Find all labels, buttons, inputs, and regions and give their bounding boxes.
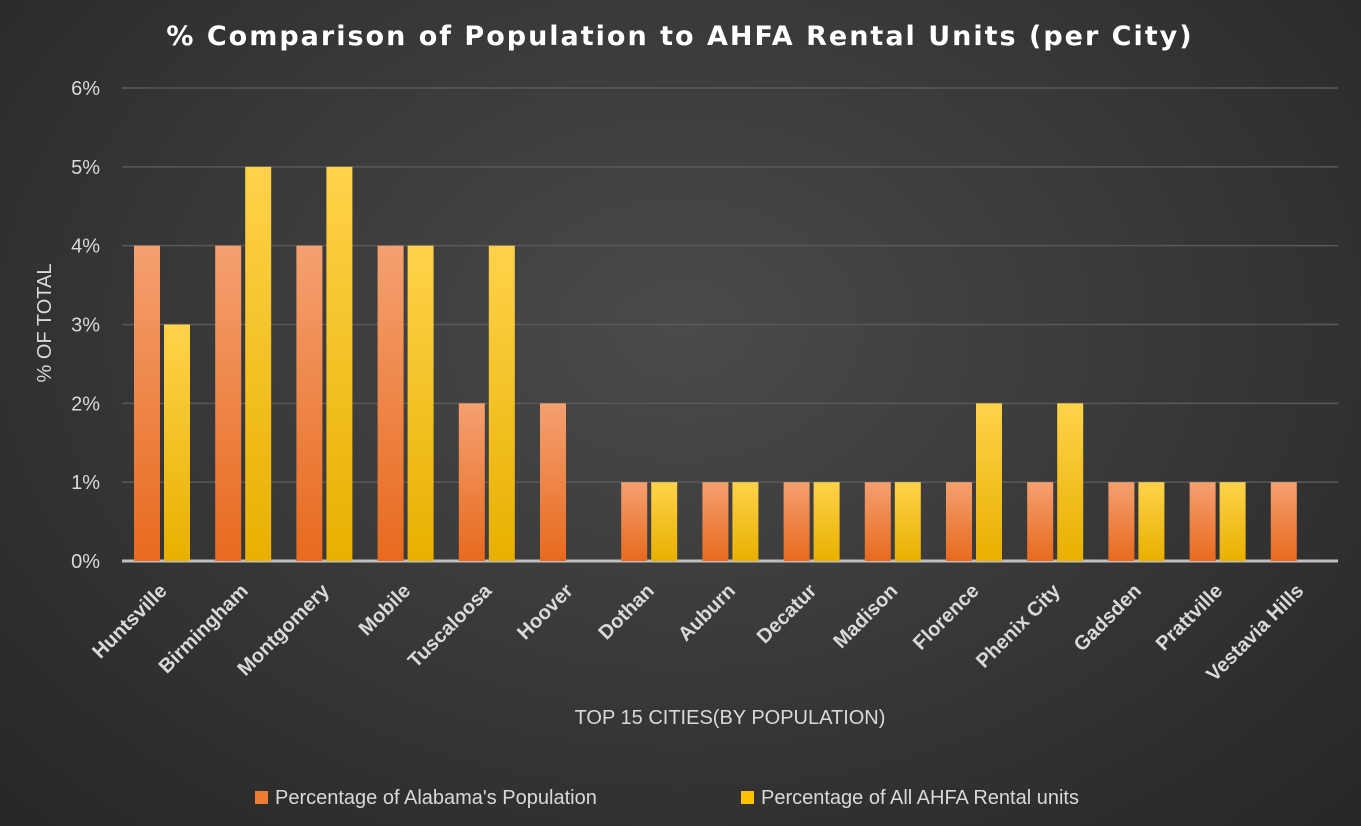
bar-population-tuscaloosa: [458, 403, 485, 561]
bar-rental-units-montgomery: [326, 166, 353, 562]
gridlines: [122, 87, 1338, 563]
x-tick-label: Tuscaloosa: [404, 579, 497, 672]
y-tick-label: 0%: [71, 551, 100, 573]
y-axis-label: % OF TOTAL: [34, 264, 56, 383]
y-tick-label: 3%: [71, 315, 100, 337]
bar-population-hoover: [540, 403, 566, 561]
bar-rental-units-decatur: [813, 482, 840, 561]
x-tick-label: Auburn: [674, 580, 740, 646]
bar-rental-units-auburn: [732, 482, 759, 561]
bar-population-huntsville: [134, 245, 160, 561]
x-tick-label: Madison: [829, 580, 902, 653]
legend-swatch: [741, 791, 754, 804]
bar-rental-units-huntsville: [164, 324, 190, 561]
legend: Percentage of Alabama's Population Percen…: [255, 787, 1079, 809]
bar-population-birmingham: [215, 245, 242, 561]
bar-rental-units-florence: [976, 403, 1002, 561]
x-tick-label: Prattville: [1152, 580, 1227, 655]
y-tick-label: 6%: [71, 78, 100, 100]
x-tick-label: Huntsville: [88, 580, 171, 663]
y-tick-label: 4%: [71, 236, 100, 258]
bar-rental-units-tuscaloosa: [488, 245, 515, 561]
bar-population-mobile: [377, 245, 404, 561]
x-tick-label: Dothan: [594, 580, 658, 644]
bar-rental-units-gadsden: [1138, 482, 1165, 561]
x-tick-label: Phenix City: [972, 579, 1065, 672]
bar-population-dothan: [621, 482, 648, 561]
bar-population-montgomery: [296, 245, 323, 561]
bar-population-florence: [946, 482, 972, 561]
bar-population-gadsden: [1108, 482, 1135, 561]
chart-title: % Comparison of Population to AHFA Renta…: [166, 21, 1193, 52]
bar-population-vestavia-hills: [1270, 482, 1297, 561]
bar-population-madison: [864, 482, 891, 561]
legend-swatch: [255, 791, 268, 804]
x-tick-label: Gadsden: [1070, 580, 1146, 656]
bar-population-prattville: [1189, 482, 1216, 561]
legend-label: Percentage of All AHFA Rental units: [761, 787, 1079, 809]
x-tick-label: Hoover: [513, 580, 577, 644]
y-tick-label: 5%: [71, 157, 100, 179]
bar-rental-units-phenix-city: [1057, 403, 1084, 561]
x-tick-label: Mobile: [355, 580, 415, 640]
bar-population-auburn: [702, 482, 729, 561]
bar-population-decatur: [783, 482, 810, 561]
bar-rental-units-birmingham: [245, 166, 272, 562]
y-tick-label: 1%: [71, 472, 100, 494]
x-tick-label: Decatur: [753, 580, 821, 648]
bar-population-phenix-city: [1027, 482, 1054, 561]
legend-label: Percentage of Alabama's Population: [275, 787, 597, 809]
x-tick-label: Florence: [909, 580, 984, 655]
x-axis-label: TOP 15 CITIES(BY POPULATION): [575, 707, 886, 729]
bar-rental-units-dothan: [651, 482, 678, 561]
y-tick-label: 2%: [71, 393, 100, 415]
bar-rental-units-mobile: [407, 245, 434, 561]
bar-rental-units-prattville: [1219, 482, 1246, 561]
bars: [134, 166, 1297, 562]
y-axis-ticks: 0% 1% 2% 3% 4% 5% 6%: [71, 78, 100, 573]
bar-rental-units-madison: [894, 482, 921, 561]
